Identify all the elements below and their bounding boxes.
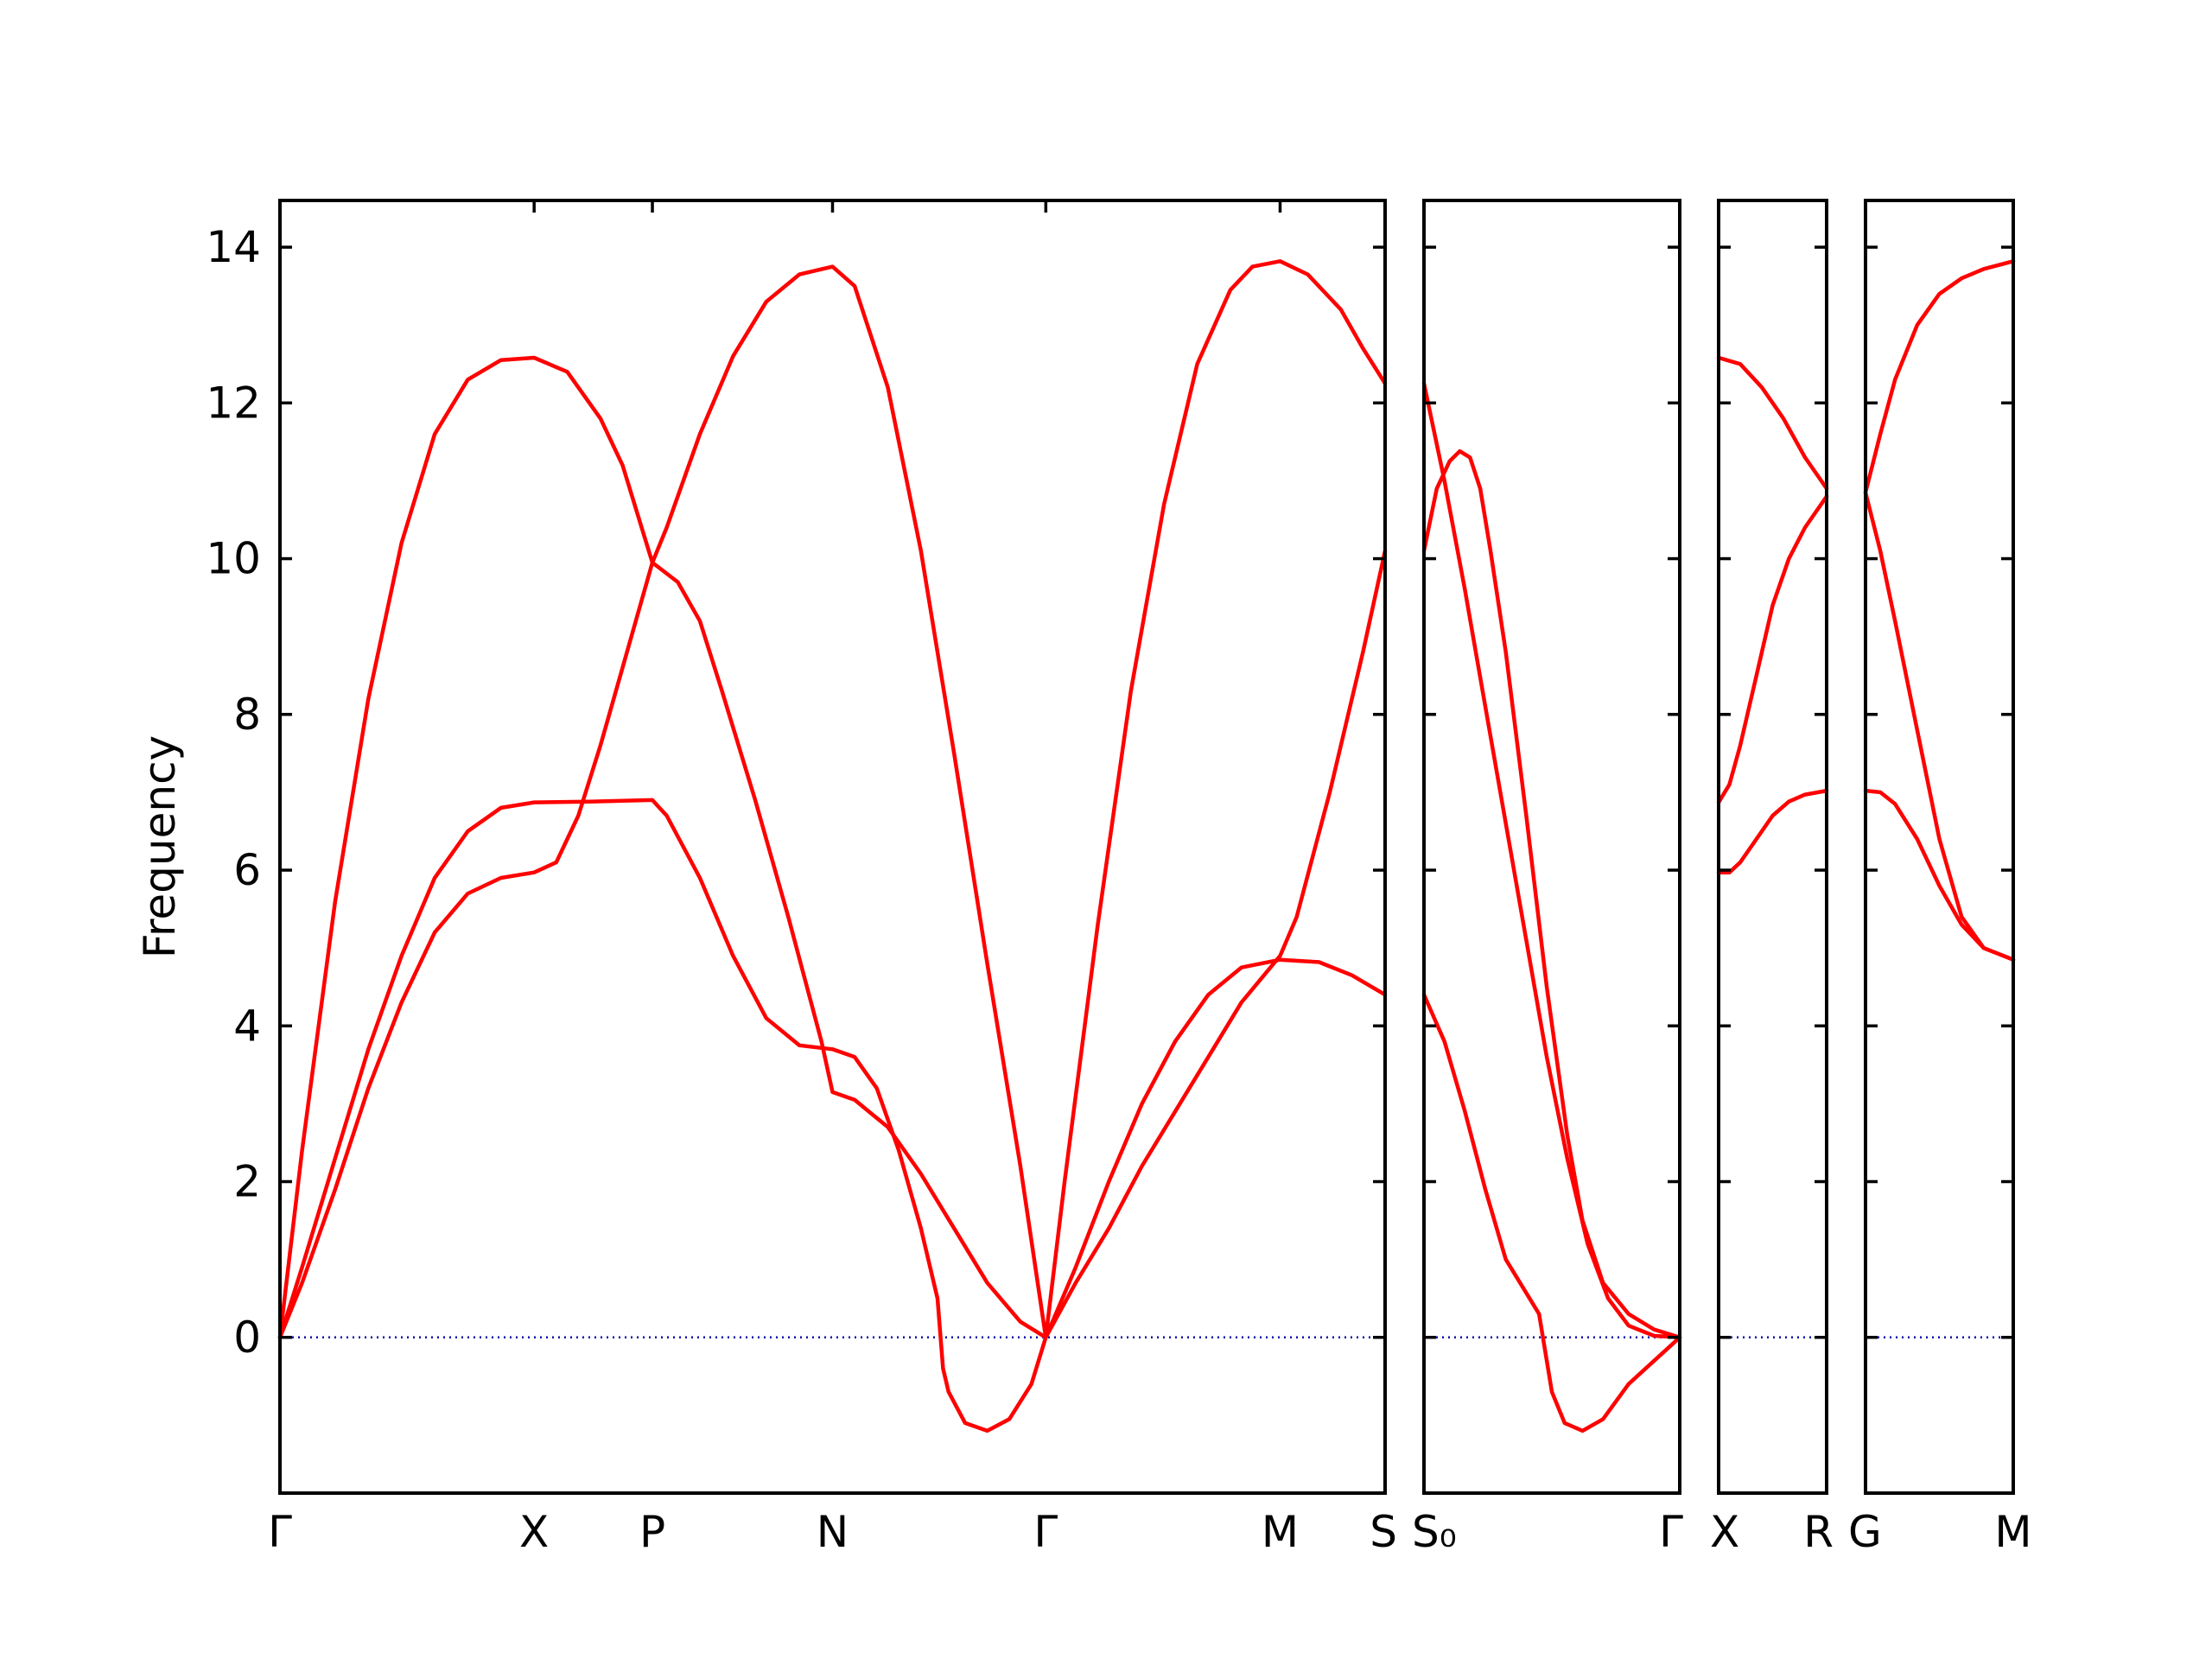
band-line-1 [1716,355,1829,491]
x-tick-label: X [1710,1507,1739,1557]
band-line-1 [1421,381,1682,1340]
band-line-3 [1863,788,2016,962]
y-tick-label: 2 [233,1157,261,1207]
panel-1 [277,199,1388,1495]
y-tick-label: 14 [206,222,261,272]
x-tick-label: S [1370,1507,1397,1557]
x-tick-label: M [1262,1507,1299,1557]
panel-3 [1716,199,1829,1495]
x-tick-label: X [519,1507,549,1557]
band-line-2 [1716,494,1829,804]
band-line-2 [277,560,1388,1340]
panel-frame [1717,199,1828,1495]
panel-frame [1864,199,2015,1495]
y-tick-label: 0 [233,1313,261,1363]
x-tick-label: N [817,1507,849,1557]
x-tick-label: M [1994,1507,2031,1557]
band-line-1 [277,259,1388,1340]
y-tick-label: 12 [206,378,261,428]
panel-2 [1421,199,1682,1495]
panel-frame [1422,199,1681,1495]
x-tick-label: Γ [1659,1507,1683,1557]
x-tick-label: Γ [1033,1507,1058,1557]
band-line-2 [1421,448,1682,1340]
y-tick-label: 8 [233,690,261,740]
band-line-3 [277,549,1388,1433]
x-tick-label: P [639,1507,665,1557]
panel-4 [1863,199,2016,1495]
band-line-1 [1863,259,2016,495]
y-tick-label: 4 [233,1001,261,1051]
x-tick-label: G [1848,1507,1882,1557]
y-tick-label: 6 [233,845,261,895]
y-axis-title: Frequency [135,735,185,958]
y-tick-label: 10 [206,534,261,584]
band-line-3 [1421,992,1682,1433]
x-tick-label: R [1803,1507,1834,1557]
band-line-3 [1716,788,1829,874]
x-tick-label: S₀ [1412,1507,1457,1557]
panel-frame [278,199,1387,1495]
x-tick-label: Γ [268,1507,292,1557]
